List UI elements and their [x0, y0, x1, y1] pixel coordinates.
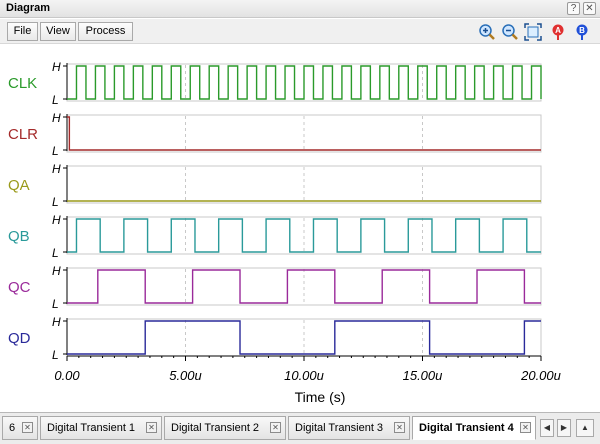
menu-bar: File View Process A B: [0, 19, 600, 44]
signal-name-clk: CLK: [8, 75, 37, 92]
level-high-label: H: [52, 111, 61, 125]
tab-scroll-left-button[interactable]: ◀: [540, 419, 554, 437]
tab-close-icon[interactable]: ✕: [270, 422, 281, 433]
level-low-label: L: [52, 144, 59, 158]
level-low-label: L: [52, 195, 59, 209]
menu-file[interactable]: File: [7, 22, 38, 41]
tab-digital-transient-4[interactable]: Digital Transient 4 ✕: [412, 416, 536, 440]
marker-b-label: B: [579, 26, 585, 35]
x-tick-label: 15.00u: [403, 368, 443, 383]
x-axis-label: Time (s): [295, 389, 346, 405]
title-bar: Diagram ? ✕: [0, 0, 600, 18]
tab-bar: 6 ✕ Digital Transient 1 ✕ Digital Transi…: [0, 412, 600, 444]
tab-digital-transient-2[interactable]: Digital Transient 2 ✕: [164, 416, 286, 440]
level-low-label: L: [52, 348, 59, 362]
waveform-plot[interactable]: H L CLK H L CLR H L QA H L QB H L QC H L QD 0.00 5.00u 10.00…: [0, 45, 600, 412]
menu-view[interactable]: View: [40, 22, 76, 41]
waveform-clr: [67, 116, 541, 151]
window-title: Diagram: [6, 2, 51, 14]
tab-scroll-right-button[interactable]: ▶: [557, 419, 571, 437]
level-low-label: L: [52, 93, 59, 107]
x-tick-label: 20.00u: [520, 368, 561, 383]
waveform-qc: [67, 269, 541, 304]
tab-digital-transient-3[interactable]: Digital Transient 3 ✕: [288, 416, 410, 440]
tab-label: Digital Transient 2: [171, 422, 260, 434]
x-tick-label: 0.00: [54, 368, 80, 383]
tab-close-icon[interactable]: ✕: [146, 422, 157, 433]
fit-icon[interactable]: [524, 23, 542, 41]
waveform-qb: [67, 218, 541, 253]
signal-name-qd: QD: [8, 330, 31, 347]
signal-name-clr: CLR: [8, 126, 38, 143]
level-low-label: L: [52, 297, 59, 311]
marker-b-icon[interactable]: B: [573, 23, 591, 41]
x-tick-label: 5.00u: [169, 368, 202, 383]
tab-label: Digital Transient 1: [47, 422, 136, 434]
level-high-label: H: [52, 60, 61, 74]
tab-close-icon[interactable]: ✕: [22, 422, 33, 433]
help-button[interactable]: ?: [567, 2, 580, 15]
tab-6[interactable]: 6 ✕: [2, 416, 38, 440]
level-high-label: H: [52, 213, 61, 227]
menu-process[interactable]: Process: [78, 22, 133, 41]
signal-name-qb: QB: [8, 228, 30, 245]
tab-close-icon[interactable]: ✕: [394, 422, 405, 433]
tab-digital-transient-1[interactable]: Digital Transient 1 ✕: [40, 416, 162, 440]
waveform-clk: [67, 65, 542, 100]
signal-name-qa: QA: [8, 177, 30, 194]
tab-label: Digital Transient 3: [295, 422, 384, 434]
tab-label: Digital Transient 4: [419, 422, 514, 434]
level-high-label: H: [52, 162, 61, 176]
zoom-out-icon[interactable]: [501, 23, 519, 41]
level-low-label: L: [52, 246, 59, 260]
marker-a-label: A: [555, 26, 561, 35]
close-window-button[interactable]: ✕: [583, 2, 596, 15]
tab-close-icon[interactable]: ✕: [520, 422, 531, 433]
marker-a-icon[interactable]: A: [549, 23, 567, 41]
signal-name-qc: QC: [8, 279, 31, 296]
zoom-in-icon[interactable]: [478, 23, 496, 41]
tab-label: 6: [9, 422, 16, 434]
tab-list-button[interactable]: ▲: [576, 419, 594, 437]
level-high-label: H: [52, 315, 61, 329]
level-high-label: H: [52, 264, 61, 278]
x-tick-label: 10.00u: [284, 368, 324, 383]
waveform-qd: [67, 320, 541, 355]
